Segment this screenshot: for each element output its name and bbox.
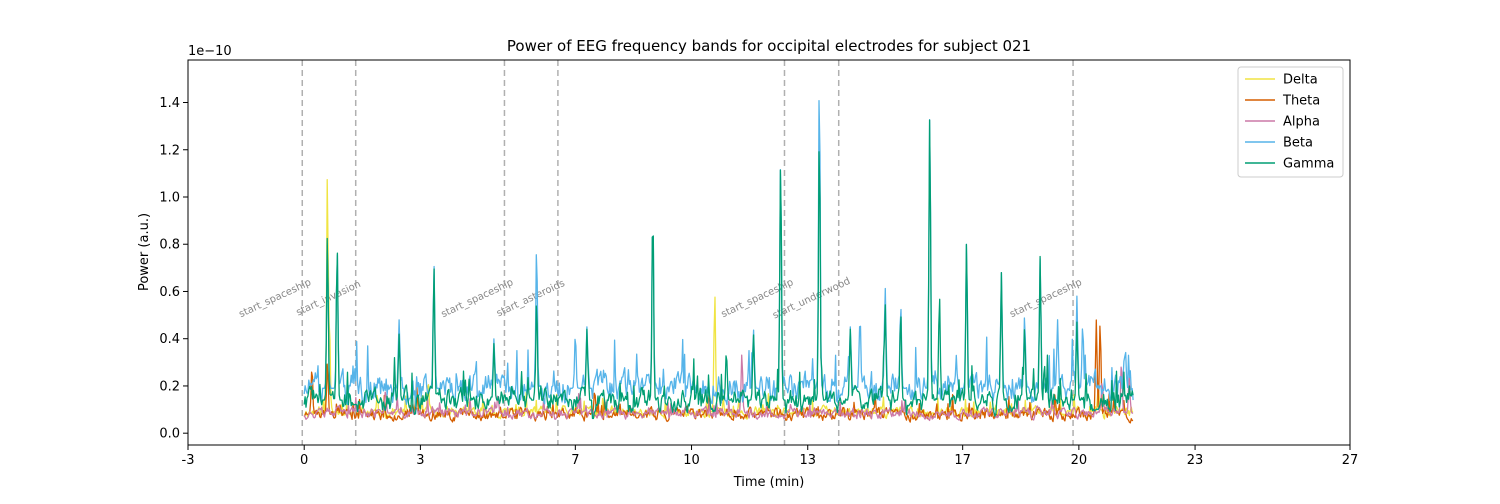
chart-title: Power of EEG frequency bands for occipit… [507,37,1031,55]
y-axis-ticks: 0.0 0.2 0.4 0.6 0.8 1.0 1.2 1.4 [159,96,188,442]
legend: Delta Theta Alpha Beta Gamma [1237,66,1344,178]
x-tick-label: 20 [1071,453,1088,468]
y-tick-label: 1.2 [159,143,180,158]
x-tick-label: 27 [1342,453,1359,468]
x-tick-label: 3 [416,453,424,468]
series-line-delta [303,179,1134,420]
x-axis-ticks: -3 0 3 7 10 13 17 20 23 27 [182,445,1359,468]
legend-entry: Delta [1283,73,1318,88]
legend-entry: Gamma [1283,157,1334,172]
y-axis-label: Power (a.u.) [137,213,152,291]
series-line-beta [303,100,1134,408]
x-tick-label: -3 [182,453,195,468]
y-tick-label: 0.0 [159,427,180,442]
y-tick-label: 1.4 [159,96,180,111]
x-tick-label: 7 [571,453,579,468]
x-axis-label: Time (min) [733,475,805,490]
legend-box [1237,66,1344,178]
y-tick-label: 0.2 [159,379,180,394]
y-tick-label: 0.6 [159,285,180,300]
y-tick-label: 0.8 [159,238,180,253]
legend-entry: Theta [1282,94,1320,109]
y-tick-label: 1.0 [159,190,180,205]
x-tick-label: 10 [683,453,700,468]
x-tick-label: 13 [799,453,816,468]
series-line-gamma [303,119,1134,420]
x-tick-label: 23 [1187,453,1204,468]
legend-entry: Alpha [1283,115,1320,130]
legend-entry: Beta [1283,136,1313,151]
plot-area-frame [187,59,1351,446]
x-tick-label: 0 [300,453,308,468]
y-offset-text: 1e−10 [188,44,232,59]
x-tick-label: 17 [954,453,971,468]
series-lines [303,100,1134,424]
y-tick-label: 0.4 [159,332,180,347]
